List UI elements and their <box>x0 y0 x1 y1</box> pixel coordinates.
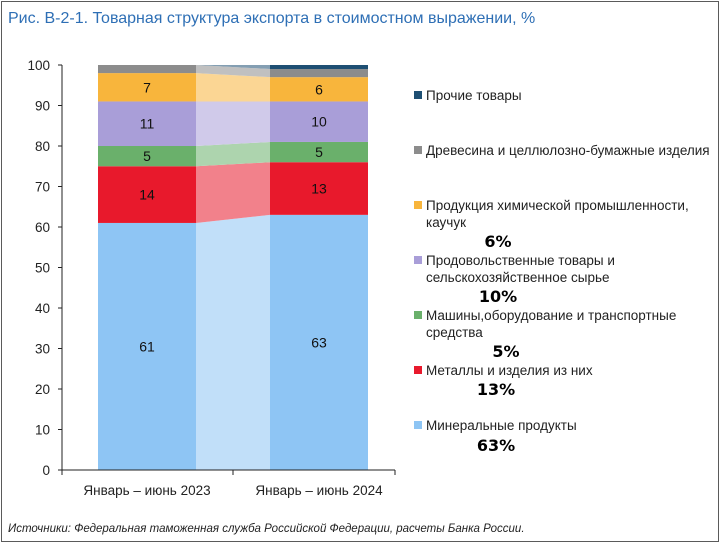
bar-segment <box>98 146 196 167</box>
connector-band <box>196 65 270 70</box>
x-tick-label: Январь – июнь 2023 <box>83 483 210 498</box>
bar-segment <box>98 222 196 470</box>
connector-band <box>196 214 270 470</box>
legend-label: Продукция химической промышленности, кау… <box>426 198 689 230</box>
bar-segment <box>98 101 196 146</box>
share-annotation: 5% <box>492 342 520 361</box>
share-annotation: 13% <box>476 380 516 399</box>
bar-segment <box>270 101 368 142</box>
share-annotation: 10% <box>478 287 518 306</box>
legend-label: Древесина и целлюлозно-бумажные изделия <box>426 143 710 158</box>
bar-segment <box>270 162 368 215</box>
bar-segment <box>270 65 368 70</box>
legend-swatch <box>414 91 422 99</box>
connector-band <box>196 73 270 102</box>
x-tick-label: Январь – июнь 2024 <box>255 483 383 498</box>
legend-swatch <box>414 146 422 154</box>
legend-label: Металлы и изделия из них <box>426 363 593 378</box>
chart-title: Рис. В-2-1. Товарная структура экспорта … <box>8 10 536 27</box>
source-note: Источники: Федеральная таможенная служба… <box>8 523 525 535</box>
connector-band <box>196 141 270 167</box>
legend-swatch <box>414 256 422 264</box>
y-tick-label: 50 <box>35 261 50 276</box>
bar-segment <box>98 166 196 223</box>
legend-label: Минеральные продукты <box>426 418 577 433</box>
data-label: 14 <box>139 187 155 203</box>
legend-label: Продовольственные товары и сельскохозяйс… <box>426 253 615 285</box>
y-tick-label: 30 <box>35 342 50 357</box>
bar-segment <box>270 69 368 78</box>
bar-segment <box>270 214 368 470</box>
data-label: 5 <box>315 144 323 160</box>
data-label: 13 <box>311 181 327 197</box>
data-label: 7 <box>143 79 151 95</box>
data-label: 61 <box>139 338 155 354</box>
connector-band <box>196 162 270 223</box>
data-label: 6 <box>315 81 323 97</box>
y-tick-label: 0 <box>42 463 50 478</box>
legend-swatch <box>414 201 422 209</box>
bar-segment <box>270 141 368 163</box>
y-tick-label: 90 <box>35 99 50 114</box>
data-label: 63 <box>311 334 327 350</box>
data-label: 10 <box>311 114 327 130</box>
legend-label: Прочие товары <box>426 88 522 103</box>
bar-segment <box>98 65 196 74</box>
legend-swatch <box>414 421 422 429</box>
share-annotation: 6% <box>484 232 512 251</box>
bar-segment <box>98 73 196 102</box>
legend-label: Машины,оборудование и транспортные средс… <box>426 308 677 340</box>
data-label: 5 <box>143 148 151 164</box>
y-tick-label: 40 <box>35 301 50 316</box>
y-tick-label: 70 <box>35 180 50 195</box>
data-label: 11 <box>140 116 155 132</box>
y-tick-label: 10 <box>35 423 50 438</box>
y-tick-label: 60 <box>35 220 50 235</box>
y-tick-label: 100 <box>27 58 50 73</box>
connector-band <box>196 101 270 146</box>
legend-swatch <box>414 311 422 319</box>
bar-segment <box>270 77 368 102</box>
share-annotation: 63% <box>476 436 516 455</box>
legend-swatch <box>414 366 422 374</box>
y-tick-label: 20 <box>35 382 50 397</box>
y-tick-label: 80 <box>35 139 50 154</box>
connector-band <box>196 65 270 78</box>
